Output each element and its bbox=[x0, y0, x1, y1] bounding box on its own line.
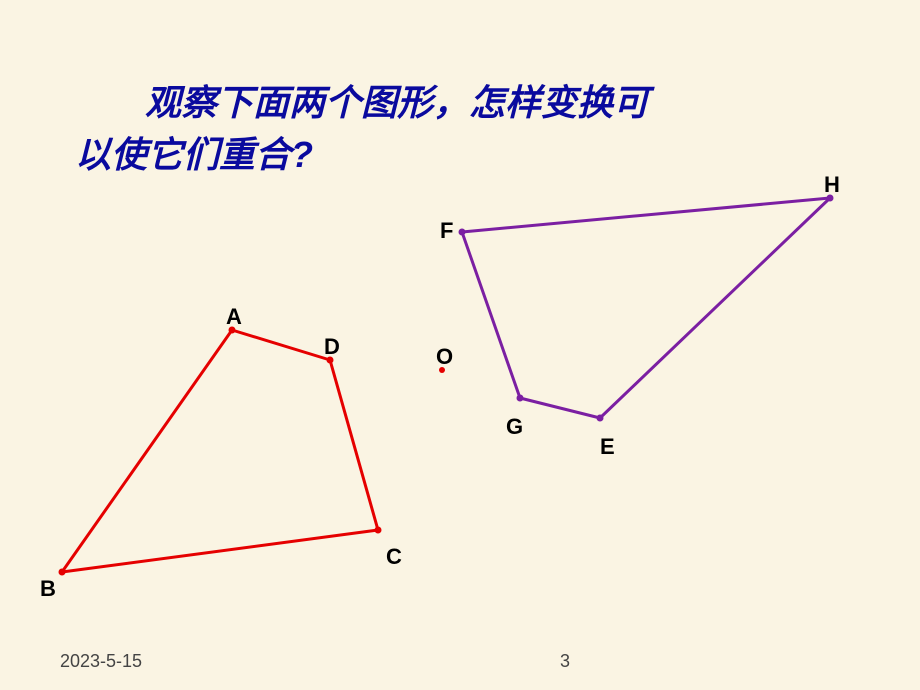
edge-CD bbox=[330, 360, 378, 530]
footer-date: 2023-5-15 bbox=[60, 651, 142, 672]
point-G bbox=[517, 395, 524, 402]
label-E: E bbox=[600, 434, 615, 460]
edge-BC bbox=[62, 530, 378, 572]
label-A: A bbox=[226, 304, 242, 330]
point-B bbox=[59, 569, 66, 576]
edge-HE bbox=[600, 198, 830, 418]
footer-page: 3 bbox=[560, 651, 570, 672]
edge-DA bbox=[232, 330, 330, 360]
edge-FH bbox=[462, 198, 830, 232]
point-C bbox=[375, 527, 382, 534]
label-F: F bbox=[440, 218, 453, 244]
edge-GF bbox=[462, 232, 520, 398]
label-G: G bbox=[506, 414, 523, 440]
point-F bbox=[459, 229, 466, 236]
label-B: B bbox=[40, 576, 56, 602]
edge-EG bbox=[520, 398, 600, 418]
label-D: D bbox=[324, 334, 340, 360]
geometry-diagram bbox=[0, 0, 920, 690]
label-H: H bbox=[824, 172, 840, 198]
label-O: O bbox=[436, 344, 453, 370]
point-E bbox=[597, 415, 604, 422]
label-C: C bbox=[386, 544, 402, 570]
edge-AB bbox=[62, 330, 232, 572]
